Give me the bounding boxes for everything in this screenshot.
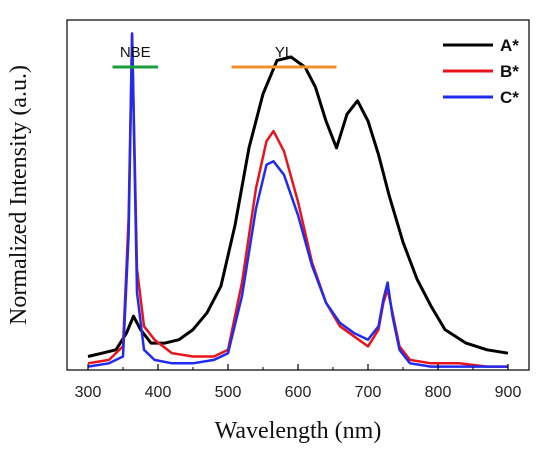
annotation-layer: NBE YL — [112, 44, 337, 69]
x-tick-label-800: 800 — [425, 384, 452, 401]
legend: A* B* C* — [443, 36, 519, 107]
series-line-1 — [87, 55, 509, 358]
x-axis-title: Wavelength (nm) — [215, 418, 382, 444]
x-tick-label-500: 500 — [215, 384, 242, 401]
legend-label-3: C* — [500, 88, 519, 107]
series-layer — [87, 32, 509, 368]
x-tick-label-600: 600 — [285, 384, 312, 401]
x-tick-label-700: 700 — [355, 384, 382, 401]
tick-layer: 300 400 500 600 700 800 900 — [75, 364, 522, 401]
x-tick-label-300: 300 — [75, 384, 102, 401]
x-tick-label-400: 400 — [145, 384, 172, 401]
x-tick-label-900: 900 — [495, 384, 522, 401]
y-axis-title: Normalized Intensity (a.u.) — [6, 65, 32, 325]
band-label-2: YL — [275, 44, 293, 61]
legend-label-2: B* — [500, 62, 519, 81]
band-label-1: NBE — [120, 44, 151, 61]
legend-label-1: A* — [500, 36, 519, 55]
series-line-3 — [87, 32, 508, 368]
series-line-2 — [87, 32, 508, 368]
